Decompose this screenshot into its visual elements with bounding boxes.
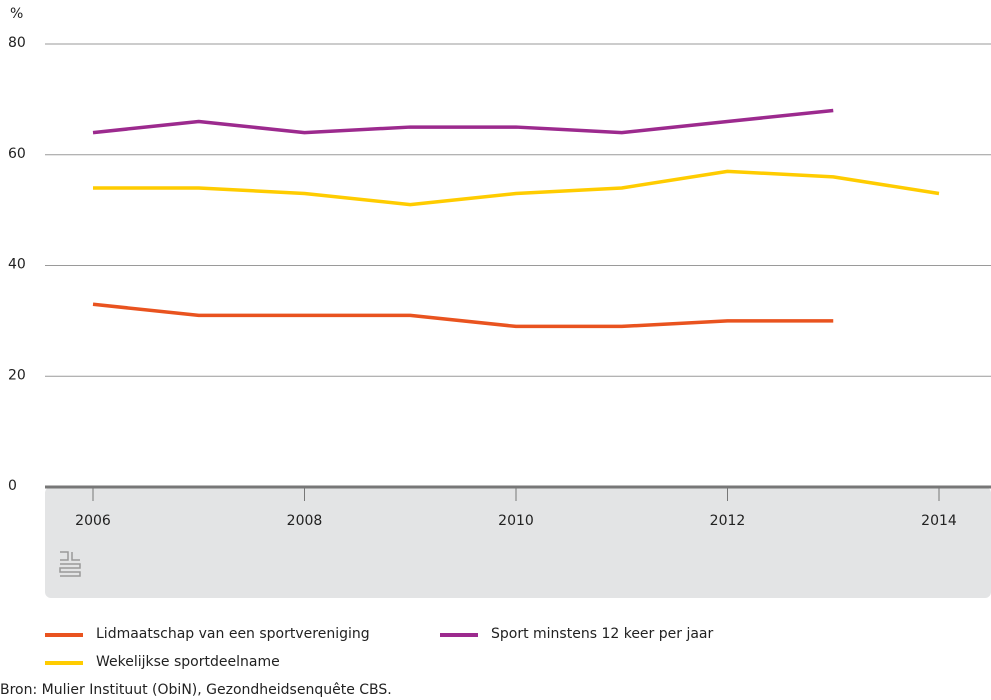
- series-line: [92, 302, 834, 329]
- x-tick-label: 2006: [75, 513, 111, 529]
- y-tick-label: 80: [8, 35, 26, 51]
- x-axis-band: [45, 487, 991, 598]
- series-line: [93, 169, 940, 207]
- y-tick-label: 20: [8, 367, 26, 383]
- y-unit: %: [10, 6, 23, 22]
- y-tick-label: 0: [8, 478, 17, 494]
- legend-label: Wekelijkse sportdeelname: [96, 654, 280, 670]
- x-tick-label: 2014: [921, 513, 957, 529]
- legend-label: Sport minstens 12 keer per jaar: [491, 626, 714, 642]
- series-line: [92, 108, 834, 135]
- legend-label: Lidmaatschap van een sportvereniging: [96, 626, 370, 642]
- logo: [59, 551, 81, 577]
- source: Bron: Mulier Instituut (ObiN), Gezondhei…: [0, 682, 392, 698]
- y-tick-label: 40: [8, 257, 26, 273]
- y-tick-label: 60: [8, 146, 26, 162]
- x-tick-label: 2010: [498, 513, 534, 529]
- x-tick-label: 2008: [287, 513, 323, 529]
- x-tick-label: 2012: [710, 513, 746, 529]
